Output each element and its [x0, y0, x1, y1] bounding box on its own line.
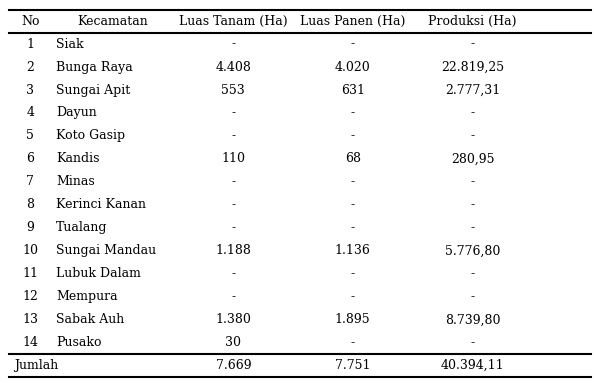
Text: 5.776,80: 5.776,80: [445, 244, 500, 257]
Text: -: -: [350, 221, 355, 234]
Text: 8.739,80: 8.739,80: [445, 313, 500, 326]
Text: Lubuk Dalam: Lubuk Dalam: [56, 267, 141, 280]
Text: Dayun: Dayun: [56, 106, 97, 119]
Text: -: -: [470, 106, 475, 119]
Text: -: -: [231, 267, 235, 280]
Text: -: -: [350, 106, 355, 119]
Text: 1.380: 1.380: [216, 313, 251, 326]
Text: 5: 5: [26, 129, 34, 142]
Text: -: -: [231, 198, 235, 211]
Text: 3: 3: [26, 83, 34, 97]
Text: -: -: [231, 106, 235, 119]
Text: Produksi (Ha): Produksi (Ha): [428, 15, 517, 28]
Text: 110: 110: [222, 152, 245, 165]
Text: -: -: [470, 198, 475, 211]
Text: 1: 1: [26, 38, 34, 51]
Text: Bunga Raya: Bunga Raya: [56, 61, 133, 74]
Text: 68: 68: [345, 152, 361, 165]
Text: -: -: [470, 129, 475, 142]
Text: 7.669: 7.669: [216, 359, 251, 372]
Text: 7: 7: [26, 175, 34, 188]
Text: 40.394,11: 40.394,11: [441, 359, 504, 372]
Text: -: -: [470, 38, 475, 51]
Text: Luas Tanam (Ha): Luas Tanam (Ha): [179, 15, 287, 28]
Text: -: -: [470, 267, 475, 280]
Text: 553: 553: [222, 83, 245, 97]
Text: 6: 6: [26, 152, 34, 165]
Text: Jumlah: Jumlah: [14, 359, 58, 372]
Text: 13: 13: [22, 313, 38, 326]
Text: -: -: [350, 198, 355, 211]
Text: 631: 631: [340, 83, 365, 97]
Text: -: -: [350, 175, 355, 188]
Text: Siak: Siak: [56, 38, 84, 51]
Text: 2: 2: [26, 61, 34, 74]
Text: 11: 11: [22, 267, 38, 280]
Text: 22.819,25: 22.819,25: [441, 61, 504, 74]
Text: 14: 14: [22, 336, 38, 349]
Text: 8: 8: [26, 198, 34, 211]
Text: -: -: [231, 175, 235, 188]
Text: 4: 4: [26, 106, 34, 119]
Text: -: -: [470, 221, 475, 234]
Text: Pusako: Pusako: [56, 336, 102, 349]
Text: -: -: [350, 267, 355, 280]
Text: 30: 30: [225, 336, 241, 349]
Text: Luas Panen (Ha): Luas Panen (Ha): [300, 15, 405, 28]
Text: -: -: [231, 290, 235, 303]
Text: -: -: [231, 129, 235, 142]
Text: 280,95: 280,95: [451, 152, 494, 165]
Text: 4.408: 4.408: [216, 61, 251, 74]
Text: Sabak Auh: Sabak Auh: [56, 313, 124, 326]
Text: Kecamatan: Kecamatan: [77, 15, 148, 28]
Text: Kandis: Kandis: [56, 152, 100, 165]
Text: Koto Gasip: Koto Gasip: [56, 129, 125, 142]
Text: -: -: [231, 221, 235, 234]
Text: No: No: [21, 15, 39, 28]
Text: -: -: [350, 38, 355, 51]
Text: Kerinci Kanan: Kerinci Kanan: [56, 198, 146, 211]
Text: -: -: [350, 129, 355, 142]
Text: Mempura: Mempura: [56, 290, 118, 303]
Text: 1.188: 1.188: [216, 244, 251, 257]
Text: 1.895: 1.895: [335, 313, 371, 326]
Text: Sungai Apit: Sungai Apit: [56, 83, 131, 97]
Text: 1.136: 1.136: [334, 244, 371, 257]
Text: 7.751: 7.751: [335, 359, 371, 372]
Text: 2.777,31: 2.777,31: [445, 83, 500, 97]
Text: Minas: Minas: [56, 175, 95, 188]
Text: Sungai Mandau: Sungai Mandau: [56, 244, 156, 257]
Text: -: -: [470, 290, 475, 303]
Text: -: -: [470, 175, 475, 188]
Text: -: -: [350, 336, 355, 349]
Text: -: -: [470, 336, 475, 349]
Text: -: -: [350, 290, 355, 303]
Text: 9: 9: [26, 221, 34, 234]
Text: 12: 12: [22, 290, 38, 303]
Text: 10: 10: [22, 244, 38, 257]
Text: 4.020: 4.020: [335, 61, 371, 74]
Text: -: -: [231, 38, 235, 51]
Text: Tualang: Tualang: [56, 221, 108, 234]
